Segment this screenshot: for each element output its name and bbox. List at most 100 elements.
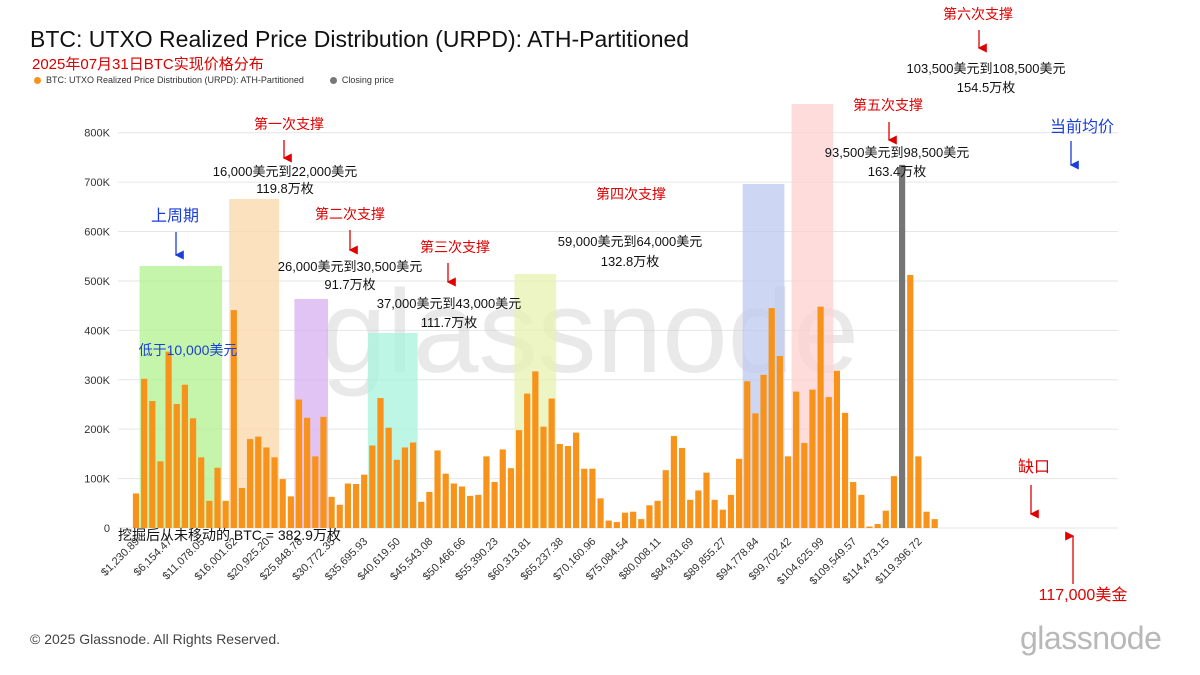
urpd-bar[interactable] [467, 495, 474, 528]
urpd-bar[interactable] [825, 397, 832, 528]
urpd-bar[interactable] [809, 389, 816, 528]
urpd-bar[interactable] [230, 310, 237, 528]
urpd-bar[interactable] [287, 496, 294, 528]
urpd-bar[interactable] [532, 371, 539, 528]
urpd-bar[interactable] [768, 308, 775, 528]
urpd-bar[interactable] [344, 483, 351, 528]
urpd-bar[interactable] [793, 391, 800, 528]
urpd-bar[interactable] [369, 445, 376, 528]
urpd-bar[interactable] [491, 482, 498, 528]
urpd-bar[interactable] [247, 439, 254, 528]
urpd-bar[interactable] [426, 491, 433, 528]
urpd-bar[interactable] [695, 490, 702, 528]
urpd-bar[interactable] [401, 447, 409, 528]
urpd-bar[interactable] [352, 484, 360, 528]
urpd-bar[interactable] [915, 456, 922, 528]
urpd-bar[interactable] [678, 447, 686, 528]
urpd-bar[interactable] [589, 468, 596, 528]
urpd-bar[interactable] [597, 498, 604, 528]
urpd-bar[interactable] [801, 443, 808, 528]
urpd-bar[interactable] [752, 413, 759, 528]
urpd-bar[interactable] [858, 494, 865, 528]
urpd-bar[interactable] [833, 370, 840, 528]
urpd-bar[interactable] [238, 487, 246, 528]
urpd-bar[interactable] [890, 476, 898, 528]
urpd-bar[interactable] [621, 512, 629, 528]
urpd-bar[interactable] [841, 412, 849, 528]
urpd-bar[interactable] [736, 458, 743, 528]
urpd-bar[interactable] [499, 449, 506, 528]
urpd-bar[interactable] [548, 398, 555, 528]
urpd-bar[interactable] [719, 509, 726, 528]
urpd-bar[interactable] [320, 416, 327, 528]
urpd-bar[interactable] [711, 499, 718, 528]
urpd-bar[interactable] [515, 430, 523, 528]
urpd-bar[interactable] [157, 461, 164, 528]
urpd-bar[interactable] [874, 524, 881, 528]
urpd-bar[interactable] [646, 505, 653, 528]
urpd-bar[interactable] [882, 510, 889, 528]
urpd-bar[interactable] [687, 499, 694, 528]
urpd-bar[interactable] [581, 468, 588, 528]
urpd-bar[interactable] [173, 403, 180, 528]
urpd-bar[interactable] [475, 494, 482, 528]
urpd-bar[interactable] [556, 444, 563, 528]
urpd-bar[interactable] [931, 519, 938, 528]
urpd-bar[interactable] [181, 384, 188, 528]
urpd-bar[interactable] [524, 393, 531, 528]
urpd-bar[interactable] [189, 418, 197, 528]
urpd-bar[interactable] [850, 482, 857, 528]
urpd-bar[interactable] [654, 500, 661, 528]
urpd-bar[interactable] [483, 456, 490, 528]
urpd-bar[interactable] [784, 456, 792, 528]
urpd-bar[interactable] [141, 378, 148, 528]
urpd-bar[interactable] [434, 450, 441, 528]
urpd-bar[interactable] [279, 479, 286, 528]
closing-price-bar[interactable] [899, 164, 906, 528]
urpd-bar[interactable] [638, 519, 645, 528]
urpd-bar[interactable] [214, 467, 221, 528]
urpd-bar[interactable] [727, 494, 735, 528]
urpd-bar[interactable] [377, 398, 384, 528]
urpd-bar[interactable] [206, 500, 213, 528]
urpd-bar[interactable] [132, 493, 140, 528]
urpd-bar[interactable] [393, 459, 400, 528]
urpd-bar[interactable] [385, 427, 392, 528]
urpd-bar[interactable] [418, 501, 425, 528]
urpd-bar[interactable] [605, 520, 612, 528]
urpd-bar[interactable] [564, 445, 572, 528]
urpd-bar[interactable] [263, 447, 270, 528]
urpd-bar[interactable] [304, 417, 311, 528]
urpd-bar[interactable] [442, 473, 449, 528]
legend-item-closing[interactable]: Closing price [329, 75, 394, 85]
urpd-bar[interactable] [760, 374, 767, 528]
urpd-bar[interactable] [336, 504, 343, 528]
urpd-bar[interactable] [271, 457, 278, 528]
urpd-bar[interactable] [361, 474, 368, 528]
urpd-bar[interactable] [744, 381, 751, 528]
urpd-bar[interactable] [817, 306, 824, 528]
urpd-bar[interactable] [222, 500, 229, 528]
urpd-bar[interactable] [613, 522, 620, 528]
urpd-bar[interactable] [923, 511, 930, 528]
urpd-bar[interactable] [630, 511, 637, 528]
urpd-bar[interactable] [507, 468, 514, 528]
urpd-bar[interactable] [198, 457, 205, 528]
urpd-bar[interactable] [295, 399, 303, 528]
urpd-bar[interactable] [255, 436, 262, 528]
urpd-bar[interactable] [328, 496, 335, 528]
urpd-bar[interactable] [907, 275, 914, 528]
urpd-bar[interactable] [410, 442, 417, 528]
urpd-bar[interactable] [662, 470, 669, 528]
urpd-bar[interactable] [776, 356, 783, 528]
urpd-bar[interactable] [458, 486, 466, 528]
urpd-bar[interactable] [165, 351, 172, 528]
urpd-bar[interactable] [573, 432, 580, 528]
urpd-bar[interactable] [450, 483, 457, 528]
urpd-bar[interactable] [312, 456, 319, 528]
urpd-bar[interactable] [866, 526, 873, 528]
urpd-bar[interactable] [540, 426, 547, 528]
urpd-bar[interactable] [703, 472, 710, 528]
legend-item-urpd[interactable]: BTC: UTXO Realized Price Distribution (U… [34, 75, 304, 85]
urpd-bar[interactable] [149, 401, 156, 528]
